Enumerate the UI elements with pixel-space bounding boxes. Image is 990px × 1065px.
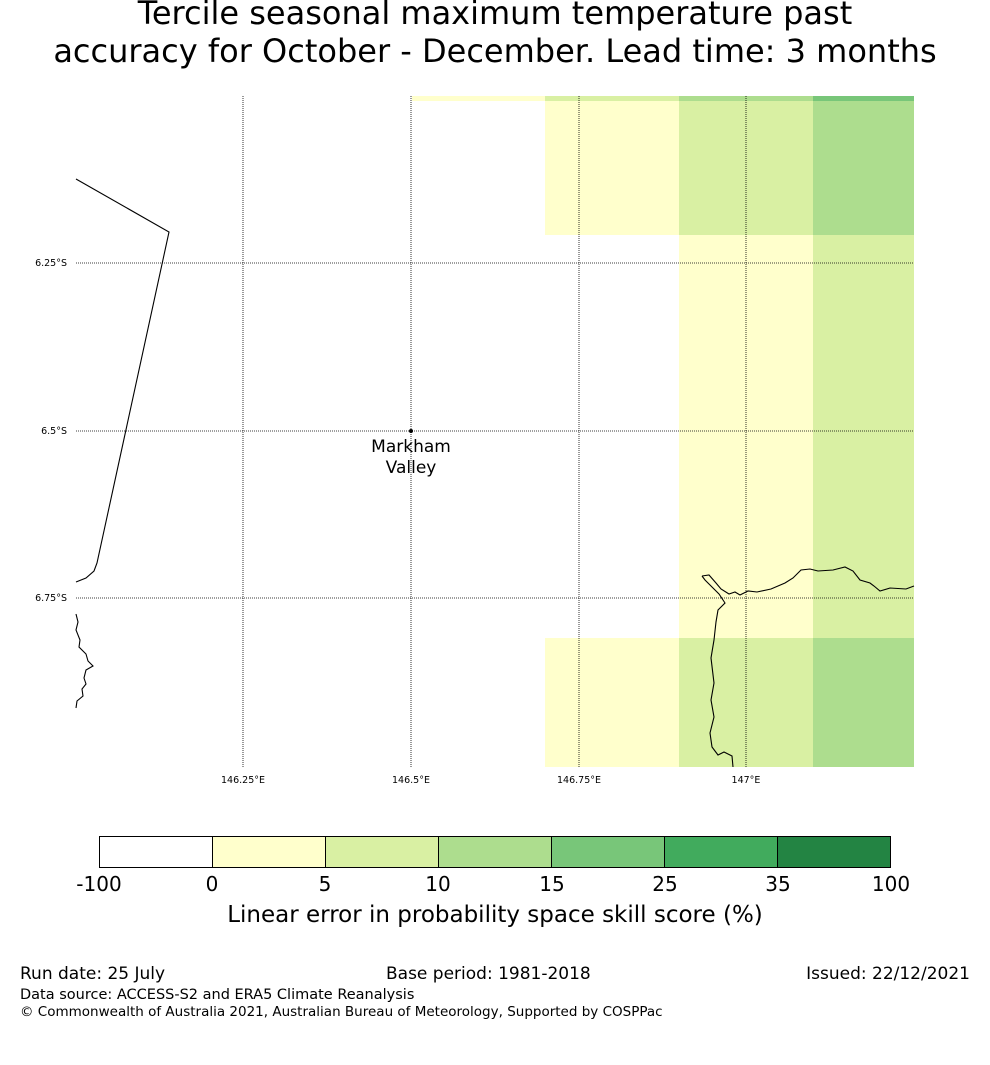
lat-axis-labels: 6.25°S 6.5°S 6.75°S [35, 258, 67, 604]
skill-map: Markham Valley 6.25°S 6.5°S 6.75°S 146.2… [35, 96, 915, 786]
grid-cell [545, 638, 679, 767]
chart-title: Tercile seasonal maximum temperature pas… [0, 0, 990, 70]
lon-label: 146.75°E [557, 775, 601, 786]
colorbar [99, 836, 891, 868]
grid-cell [813, 96, 914, 101]
location-label-line-2: Valley [386, 458, 437, 478]
grid-cell [813, 235, 914, 638]
colorbar-tick: 5 [318, 872, 332, 896]
colorbar-tick: 35 [765, 872, 791, 896]
colorbar-tick: 15 [539, 872, 565, 896]
lon-label: 146.5°E [392, 775, 430, 786]
coastline-river [701, 575, 734, 768]
grid-cell [813, 101, 914, 235]
coastlines [75, 178, 915, 768]
colorbar-tick: 25 [652, 872, 678, 896]
colorbar-segment [665, 837, 778, 867]
location-label-line-1: Markham [371, 437, 451, 457]
grid-cell [545, 101, 679, 235]
boundary-line [75, 178, 170, 583]
lon-axis-labels: 146.25°E 146.5°E 146.75°E 147°E [221, 775, 760, 786]
grid-cell [813, 638, 914, 767]
colorbar-segment [552, 837, 665, 867]
title-line-2: accuracy for October - December. Lead ti… [53, 32, 937, 70]
lat-label: 6.5°S [41, 426, 67, 437]
lon-label: 147°E [732, 775, 761, 786]
colorbar-segment [213, 837, 326, 867]
coastline-east [701, 566, 915, 596]
lat-label: 6.25°S [35, 258, 67, 269]
base-period: Base period: 1981-2018 [386, 964, 591, 984]
lon-label: 146.25°E [221, 775, 265, 786]
run-date: Run date: 25 July [20, 964, 166, 984]
location-marker [409, 429, 413, 433]
lat-label: 6.75°S [35, 593, 67, 604]
coastline-west [75, 613, 94, 709]
grid-cell [545, 96, 679, 101]
copyright: © Commonwealth of Australia 2021, Austra… [20, 1004, 663, 1020]
colorbar-tick: 10 [425, 872, 451, 896]
colorbar-segment [326, 837, 439, 867]
colorbar-segment [778, 837, 890, 867]
colorbar-tick: 100 [871, 872, 911, 896]
issued-date: Issued: 22/12/2021 [806, 964, 970, 984]
colorbar-segment [100, 837, 213, 867]
title-line-1: Tercile seasonal maximum temperature pas… [137, 0, 853, 32]
colorbar-tick: 0 [205, 872, 219, 896]
graticule [76, 96, 914, 767]
grid-cell [412, 96, 545, 101]
skill-grid-cells [412, 96, 914, 767]
colorbar-label: Linear error in probability space skill … [227, 902, 763, 928]
data-source: Data source: ACCESS-S2 and ERA5 Climate … [20, 987, 415, 1003]
colorbar-tick: -100 [76, 872, 122, 896]
colorbar-segment [439, 837, 552, 867]
